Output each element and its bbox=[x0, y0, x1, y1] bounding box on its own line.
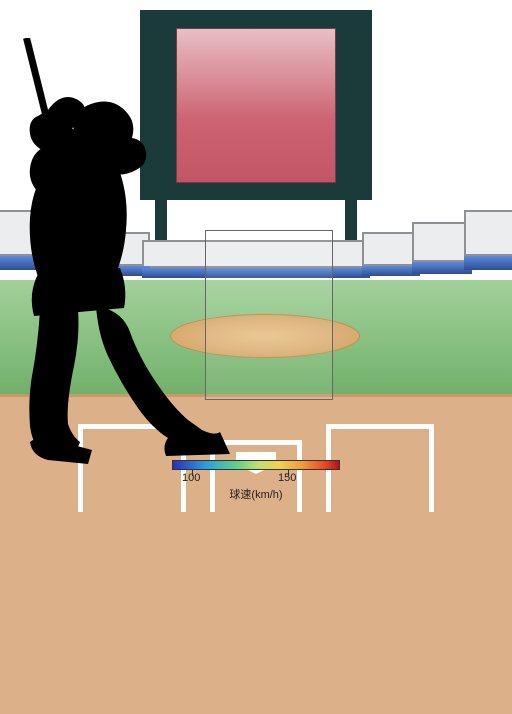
batters-box-line bbox=[429, 424, 434, 512]
stand-block bbox=[464, 210, 512, 256]
pitch-chart: 100 150 球速(km/h) bbox=[0, 0, 512, 512]
wall-band bbox=[412, 262, 472, 274]
legend-tick-label: 100 bbox=[182, 472, 200, 484]
batter-silhouette bbox=[0, 38, 235, 468]
legend-gradient-bar bbox=[172, 460, 340, 470]
legend-tick-label: 150 bbox=[278, 472, 296, 484]
wall-band bbox=[464, 256, 512, 270]
speed-legend: 100 150 球速(km/h) bbox=[160, 460, 352, 500]
stand-block bbox=[412, 222, 472, 262]
legend-axis-label: 球速(km/h) bbox=[160, 486, 352, 502]
batters-box-line bbox=[326, 424, 434, 429]
